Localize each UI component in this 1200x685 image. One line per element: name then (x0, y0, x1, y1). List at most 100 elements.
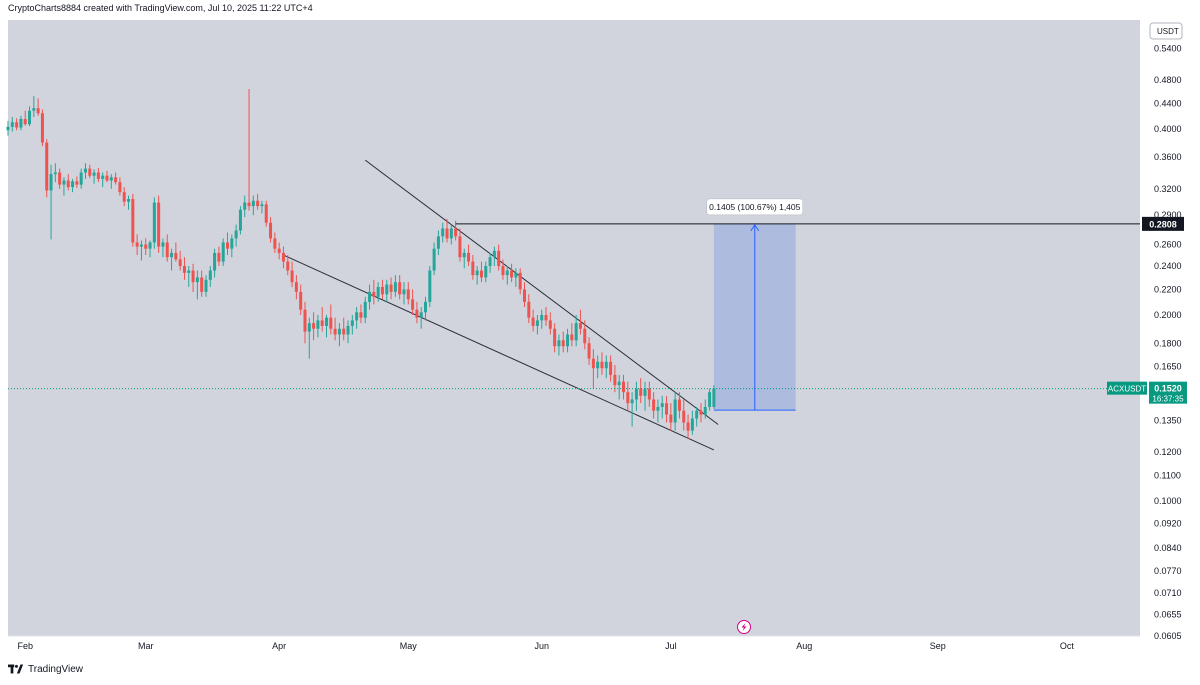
candle[interactable] (436, 230, 440, 256)
candle[interactable] (75, 176, 79, 188)
candle[interactable] (591, 349, 595, 389)
candle[interactable] (566, 328, 570, 353)
candle[interactable] (58, 168, 62, 189)
candle[interactable] (458, 228, 462, 262)
candle[interactable] (548, 312, 552, 335)
candle[interactable] (333, 317, 337, 341)
candle[interactable] (647, 381, 651, 407)
candle[interactable] (234, 224, 238, 247)
candle[interactable] (514, 268, 518, 287)
candle[interactable] (101, 172, 105, 188)
candle[interactable] (505, 266, 509, 285)
candle[interactable] (609, 355, 613, 382)
candle[interactable] (28, 106, 32, 127)
candle[interactable] (105, 170, 109, 183)
candle[interactable] (195, 270, 199, 300)
candle[interactable] (376, 282, 380, 302)
candle[interactable] (165, 234, 169, 262)
candle[interactable] (531, 309, 535, 332)
candle[interactable] (652, 392, 656, 419)
candle[interactable] (251, 195, 255, 216)
candle[interactable] (510, 263, 514, 283)
candle[interactable] (127, 195, 131, 210)
candle[interactable] (260, 200, 264, 214)
candle[interactable] (53, 163, 57, 183)
candle[interactable] (286, 255, 290, 276)
candle[interactable] (475, 266, 479, 285)
candle[interactable] (626, 381, 630, 411)
candle[interactable] (174, 242, 178, 262)
candle[interactable] (669, 403, 673, 431)
candle[interactable] (583, 320, 587, 350)
candle[interactable] (273, 232, 277, 253)
candle[interactable] (522, 282, 527, 308)
candle[interactable] (312, 312, 316, 341)
candle[interactable] (40, 109, 44, 147)
candle[interactable] (170, 248, 174, 271)
candle[interactable] (527, 294, 531, 324)
candle[interactable] (634, 381, 638, 411)
candle[interactable] (398, 275, 402, 300)
candle[interactable] (281, 246, 285, 269)
candle[interactable] (540, 309, 544, 329)
candle[interactable] (596, 355, 600, 379)
candle[interactable] (380, 279, 384, 300)
candle[interactable] (49, 164, 53, 240)
candle[interactable] (497, 244, 501, 271)
candle[interactable] (307, 317, 311, 359)
candle[interactable] (492, 246, 496, 267)
candle[interactable] (639, 378, 643, 404)
candle[interactable] (690, 410, 694, 435)
candle[interactable] (221, 238, 225, 267)
candle[interactable] (574, 314, 578, 347)
candle[interactable] (570, 323, 574, 347)
candle[interactable] (708, 388, 712, 411)
candle[interactable] (200, 270, 204, 297)
candle[interactable] (290, 261, 294, 287)
candle[interactable] (462, 248, 466, 269)
candle[interactable] (182, 257, 186, 280)
candle[interactable] (686, 414, 690, 440)
currency-button[interactable] (1149, 22, 1183, 40)
candle[interactable] (703, 399, 707, 419)
candle[interactable] (217, 246, 221, 267)
candle[interactable] (393, 275, 397, 297)
candle[interactable] (247, 89, 251, 211)
candle[interactable] (406, 282, 410, 305)
candle[interactable] (230, 234, 234, 258)
candle[interactable] (467, 244, 471, 267)
candle[interactable] (269, 217, 273, 243)
candle[interactable] (19, 115, 23, 131)
candle[interactable] (617, 374, 621, 400)
candle[interactable] (613, 364, 617, 393)
candle[interactable] (139, 240, 143, 261)
candle[interactable] (561, 331, 565, 353)
candle[interactable] (699, 403, 703, 423)
candle[interactable] (148, 240, 152, 258)
candle[interactable] (441, 222, 445, 243)
candle[interactable] (677, 392, 681, 419)
candle[interactable] (484, 261, 488, 283)
candle[interactable] (36, 98, 40, 116)
candle[interactable] (695, 406, 699, 427)
candle[interactable] (346, 320, 350, 344)
candle[interactable] (325, 314, 329, 338)
candle[interactable] (6, 120, 10, 136)
candle[interactable] (213, 248, 217, 278)
x-axis[interactable]: Feb Mar Apr May Jun Jul Aug Sep Oct (8, 620, 1140, 652)
candle[interactable] (643, 381, 647, 411)
candle[interactable] (337, 323, 341, 347)
candle[interactable] (294, 275, 298, 300)
candle[interactable] (656, 399, 660, 423)
candle[interactable] (682, 399, 686, 431)
candles-layer[interactable] (6, 89, 716, 440)
candle[interactable] (471, 255, 475, 280)
candle[interactable] (264, 200, 268, 227)
candle[interactable] (488, 252, 492, 273)
candle[interactable] (553, 323, 557, 353)
candle[interactable] (359, 304, 363, 324)
candle[interactable] (204, 275, 208, 297)
candle[interactable] (544, 307, 548, 326)
candle[interactable] (402, 282, 406, 305)
candle[interactable] (428, 266, 432, 308)
